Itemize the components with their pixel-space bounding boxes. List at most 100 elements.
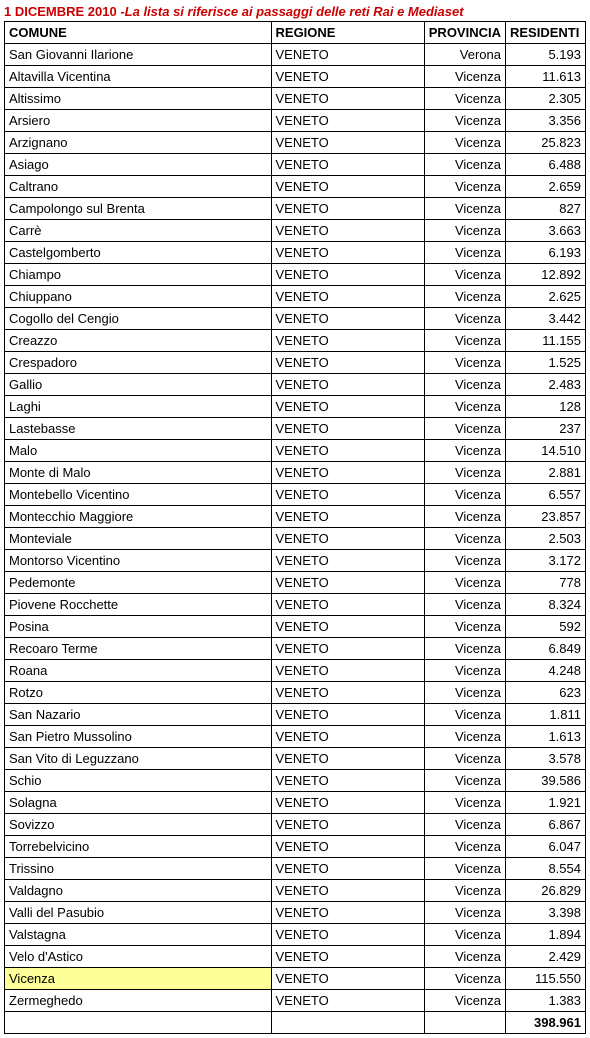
cell-comune: Zermeghedo <box>5 990 272 1012</box>
cell-comune: San Vito di Leguzzano <box>5 748 272 770</box>
cell-comune: Roana <box>5 660 272 682</box>
cell-provincia: Vicenza <box>424 880 505 902</box>
cell-regione: VENETO <box>271 418 424 440</box>
cell-residenti: 2.483 <box>506 374 586 396</box>
table-row: LaghiVENETOVicenza128 <box>5 396 586 418</box>
table-row: RoanaVENETOVicenza4.248 <box>5 660 586 682</box>
cell-residenti: 827 <box>506 198 586 220</box>
title-rest: -La lista si riferisce ai passaggi delle… <box>117 4 464 19</box>
cell-comune: Arzignano <box>5 132 272 154</box>
cell-comune: Lastebasse <box>5 418 272 440</box>
table-row: San NazarioVENETOVicenza1.811 <box>5 704 586 726</box>
table-row: AsiagoVENETOVicenza6.488 <box>5 154 586 176</box>
total-blank <box>5 1012 272 1034</box>
cell-provincia: Vicenza <box>424 396 505 418</box>
cell-residenti: 115.550 <box>506 968 586 990</box>
cell-residenti: 2.881 <box>506 462 586 484</box>
cell-residenti: 8.554 <box>506 858 586 880</box>
cell-comune: Pedemonte <box>5 572 272 594</box>
cell-residenti: 12.892 <box>506 264 586 286</box>
cell-comune: Valdagno <box>5 880 272 902</box>
cell-provincia: Vicenza <box>424 374 505 396</box>
cell-residenti: 1.811 <box>506 704 586 726</box>
table-row: ZermeghedoVENETOVicenza1.383 <box>5 990 586 1012</box>
cell-provincia: Vicenza <box>424 88 505 110</box>
table-row: CarrèVENETOVicenza3.663 <box>5 220 586 242</box>
cell-provincia: Vicenza <box>424 638 505 660</box>
cell-regione: VENETO <box>271 484 424 506</box>
cell-provincia: Vicenza <box>424 528 505 550</box>
cell-regione: VENETO <box>271 154 424 176</box>
cell-regione: VENETO <box>271 946 424 968</box>
cell-residenti: 2.305 <box>506 88 586 110</box>
table-row: Monte di MaloVENETOVicenza2.881 <box>5 462 586 484</box>
cell-residenti: 8.324 <box>506 594 586 616</box>
cell-provincia: Vicenza <box>424 440 505 462</box>
cell-residenti: 1.894 <box>506 924 586 946</box>
cell-regione: VENETO <box>271 748 424 770</box>
cell-regione: VENETO <box>271 132 424 154</box>
cell-residenti: 1.525 <box>506 352 586 374</box>
cell-provincia: Vicenza <box>424 242 505 264</box>
cell-comune: Posina <box>5 616 272 638</box>
table-row: TorrebelvicinoVENETOVicenza6.047 <box>5 836 586 858</box>
cell-regione: VENETO <box>271 968 424 990</box>
table-row: ChiampoVENETOVicenza12.892 <box>5 264 586 286</box>
table-body: San Giovanni IlarioneVENETOVerona5.193Al… <box>5 44 586 1034</box>
cell-residenti: 623 <box>506 682 586 704</box>
cell-provincia: Vicenza <box>424 594 505 616</box>
cell-provincia: Vicenza <box>424 726 505 748</box>
header-residenti: RESIDENTI <box>506 22 586 44</box>
cell-residenti: 592 <box>506 616 586 638</box>
cell-regione: VENETO <box>271 66 424 88</box>
cell-regione: VENETO <box>271 528 424 550</box>
table-row: MontevialeVENETOVicenza2.503 <box>5 528 586 550</box>
cell-regione: VENETO <box>271 88 424 110</box>
table-row: ArsieroVENETOVicenza3.356 <box>5 110 586 132</box>
table-row: SolagnaVENETOVicenza1.921 <box>5 792 586 814</box>
cell-regione: VENETO <box>271 616 424 638</box>
cell-provincia: Vicenza <box>424 132 505 154</box>
cell-regione: VENETO <box>271 836 424 858</box>
cell-residenti: 6.488 <box>506 154 586 176</box>
page-title: 1 DICEMBRE 2010 -La lista si riferisce a… <box>4 4 586 19</box>
cell-comune: Chiampo <box>5 264 272 286</box>
cell-provincia: Vicenza <box>424 154 505 176</box>
table-row: MaloVENETOVicenza14.510 <box>5 440 586 462</box>
cell-residenti: 5.193 <box>506 44 586 66</box>
table-row: Montebello VicentinoVENETOVicenza6.557 <box>5 484 586 506</box>
cell-provincia: Vicenza <box>424 506 505 528</box>
cell-provincia: Vicenza <box>424 462 505 484</box>
cell-provincia: Vicenza <box>424 616 505 638</box>
cell-regione: VENETO <box>271 176 424 198</box>
cell-provincia: Vicenza <box>424 814 505 836</box>
cell-regione: VENETO <box>271 682 424 704</box>
table-row: ValstagnaVENETOVicenza1.894 <box>5 924 586 946</box>
cell-provincia: Vicenza <box>424 902 505 924</box>
cell-provincia: Vicenza <box>424 858 505 880</box>
cell-comune: Laghi <box>5 396 272 418</box>
table-row: Campolongo sul BrentaVENETOVicenza827 <box>5 198 586 220</box>
table-row: San Vito di LeguzzanoVENETOVicenza3.578 <box>5 748 586 770</box>
cell-residenti: 39.586 <box>506 770 586 792</box>
cell-provincia: Vicenza <box>424 484 505 506</box>
table-row: CaltranoVENETOVicenza2.659 <box>5 176 586 198</box>
cell-comune: Torrebelvicino <box>5 836 272 858</box>
cell-residenti: 3.663 <box>506 220 586 242</box>
table-row: VicenzaVENETOVicenza115.550 <box>5 968 586 990</box>
total-blank <box>424 1012 505 1034</box>
total-blank <box>271 1012 424 1034</box>
cell-comune: Carrè <box>5 220 272 242</box>
cell-comune: Altavilla Vicentina <box>5 66 272 88</box>
cell-comune: San Pietro Mussolino <box>5 726 272 748</box>
cell-provincia: Vicenza <box>424 836 505 858</box>
cell-comune: Monte di Malo <box>5 462 272 484</box>
total-value: 398.961 <box>506 1012 586 1034</box>
cell-regione: VENETO <box>271 396 424 418</box>
cell-regione: VENETO <box>271 110 424 132</box>
cell-provincia: Vicenza <box>424 176 505 198</box>
cell-comune: San Nazario <box>5 704 272 726</box>
cell-comune: Vicenza <box>5 968 272 990</box>
table-row: CastelgombertoVENETOVicenza6.193 <box>5 242 586 264</box>
cell-residenti: 6.849 <box>506 638 586 660</box>
